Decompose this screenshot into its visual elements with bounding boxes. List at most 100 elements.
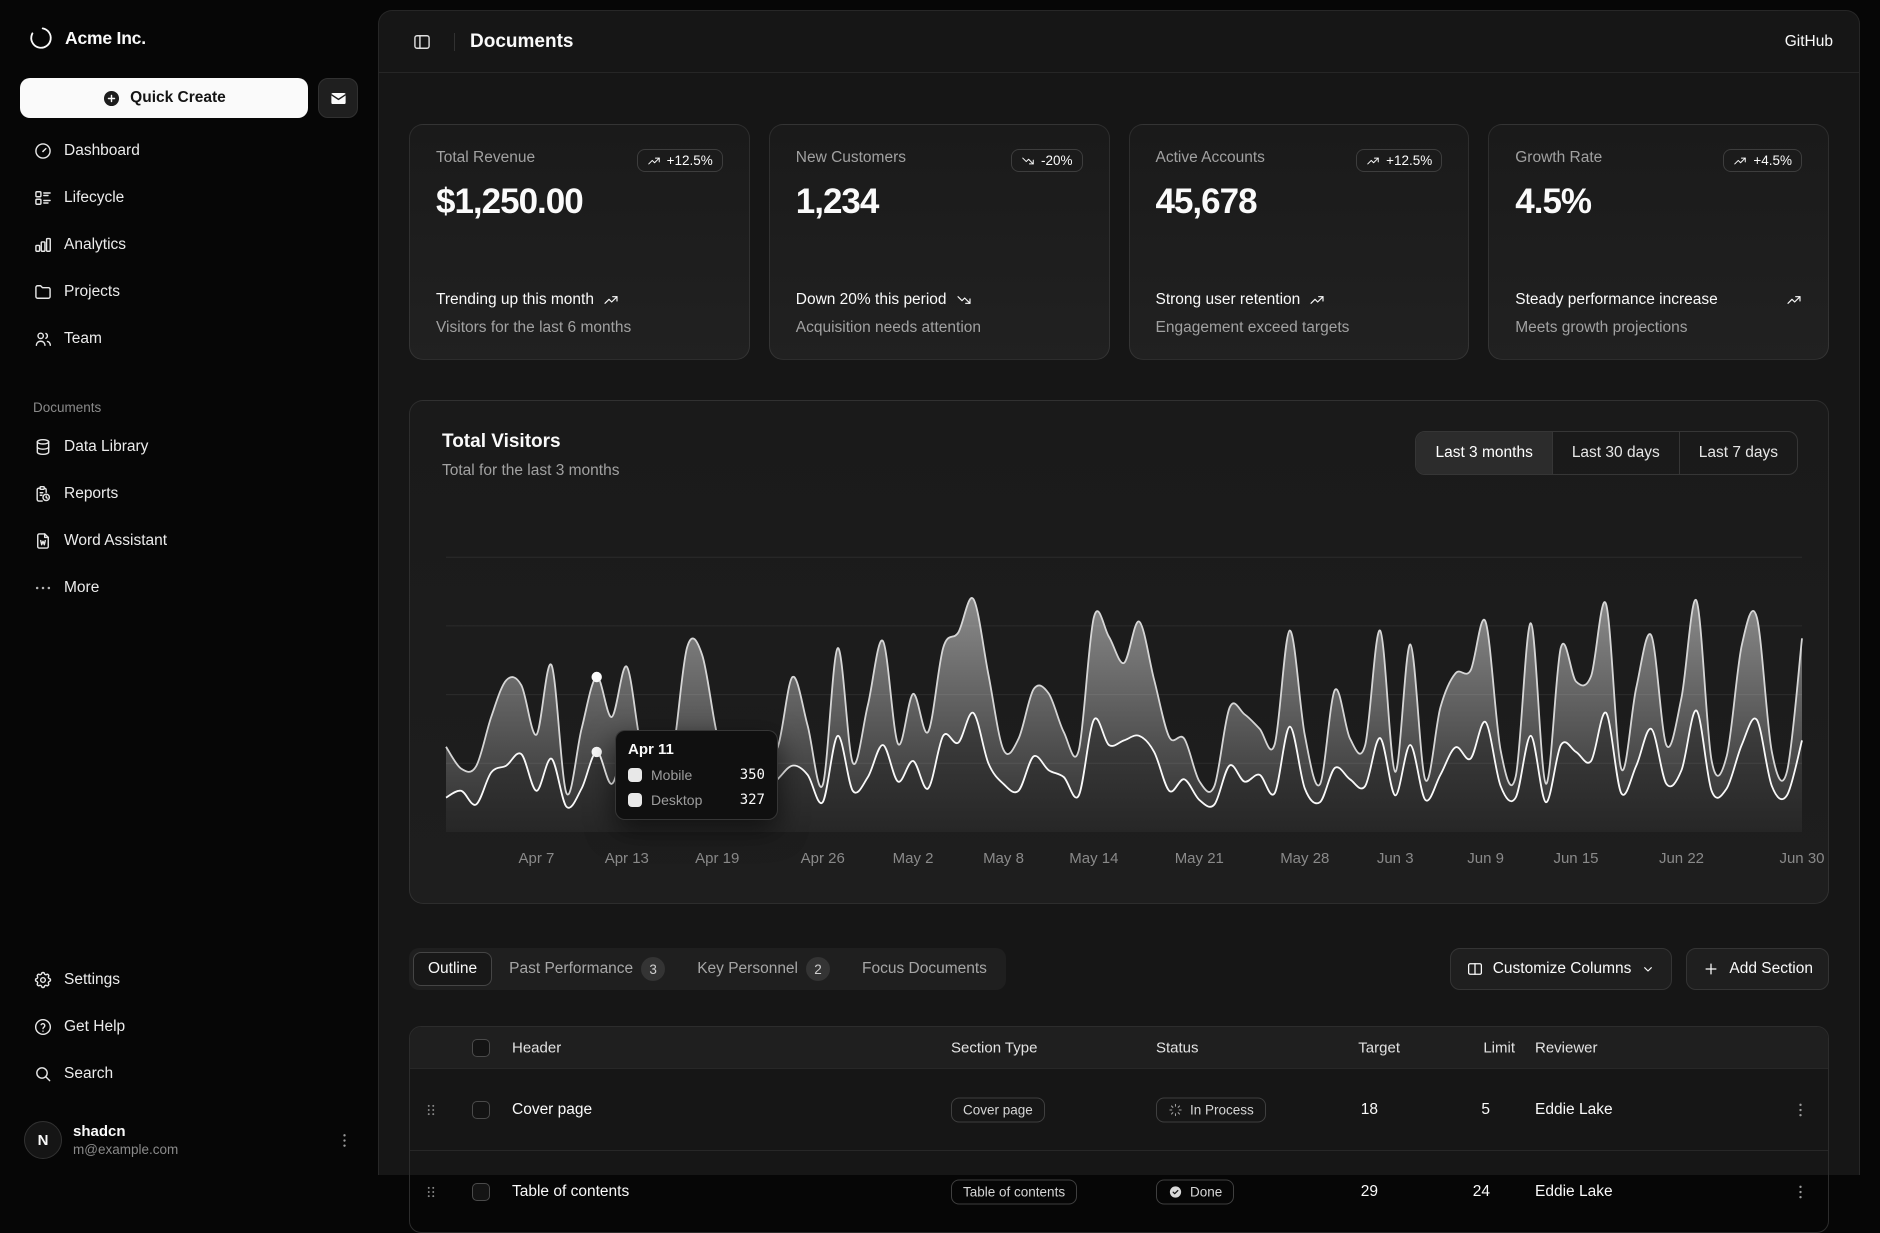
sidebar-item-label: Get Help	[64, 1018, 125, 1036]
stat-footer-title: Trending up this month	[436, 290, 594, 311]
trending-down-icon	[1021, 154, 1035, 168]
sidebar-item-get-help[interactable]: Get Help	[20, 1008, 358, 1046]
logo-icon	[28, 25, 54, 51]
stat-value: 45,678	[1156, 182, 1443, 222]
status-badge: In Process	[1156, 1097, 1266, 1122]
svg-text:May 21: May 21	[1175, 850, 1224, 867]
sidebar-item-more[interactable]: More	[20, 569, 358, 607]
tooltip-row-desktop: Desktop 327	[628, 792, 765, 808]
sidebar-item-lifecycle[interactable]: Lifecycle	[20, 179, 358, 217]
col-limit: Limit	[1430, 1039, 1515, 1056]
count-badge: 3	[641, 957, 665, 981]
row-checkbox[interactable]	[472, 1183, 490, 1201]
mobile-swatch	[628, 768, 642, 782]
sidebar-item-projects[interactable]: Projects	[20, 273, 358, 311]
reviewer-value[interactable]: Eddie Lake	[1535, 1101, 1613, 1119]
limit-value[interactable]: 24	[1410, 1183, 1490, 1201]
svg-text:Jun 3: Jun 3	[1377, 850, 1414, 867]
chevron-down-icon	[1640, 961, 1656, 977]
sidebar-item-label: Dashboard	[64, 142, 140, 160]
table-row[interactable]: Cover page Cover page In Process 18 5 Ed…	[410, 1068, 1828, 1150]
range-last-30-days[interactable]: Last 30 days	[1552, 432, 1679, 474]
stat-footer-desc: Engagement exceed targets	[1156, 319, 1443, 337]
mail-icon	[329, 89, 348, 108]
sidebar-item-data-library[interactable]: Data Library	[20, 428, 358, 466]
sidebar-item-word-assistant[interactable]: Word Assistant	[20, 522, 358, 560]
svg-text:Apr 19: Apr 19	[695, 850, 739, 867]
count-badge: 2	[806, 957, 830, 981]
sidebar-item-settings[interactable]: Settings	[20, 961, 358, 999]
section-type-badge: Cover page	[951, 1097, 1045, 1122]
stat-footer-desc: Visitors for the last 6 months	[436, 319, 723, 337]
dots-icon	[33, 578, 53, 598]
user-kebab-icon[interactable]	[335, 1131, 354, 1150]
quick-create-button[interactable]: Quick Create	[20, 78, 308, 118]
sidebar-item-label: More	[64, 579, 99, 597]
sidebar: Acme Inc. Quick Create Dashboard Lifecyc…	[0, 0, 378, 1175]
customize-columns-button[interactable]: Customize Columns	[1450, 948, 1673, 990]
page-content: Total Revenue +12.5% $1,250.00 Trending …	[379, 74, 1859, 1175]
sidebar-item-dashboard[interactable]: Dashboard	[20, 132, 358, 170]
reviewer-value[interactable]: Eddie Lake	[1535, 1183, 1613, 1201]
tab-outline[interactable]: Outline	[413, 952, 492, 986]
row-kebab-icon[interactable]	[1791, 1182, 1810, 1201]
chart-bar-icon	[33, 235, 53, 255]
col-target: Target	[1310, 1039, 1400, 1056]
sidebar-item-label: Search	[64, 1065, 113, 1083]
target-value[interactable]: 18	[1288, 1101, 1378, 1119]
sidebar-item-label: Analytics	[64, 236, 126, 254]
loader-icon	[1168, 1102, 1183, 1117]
drag-handle-icon[interactable]	[422, 1183, 440, 1201]
status-badge: Done	[1156, 1179, 1234, 1204]
row-kebab-icon[interactable]	[1791, 1100, 1810, 1119]
range-last-3-months[interactable]: Last 3 months	[1416, 432, 1551, 474]
select-all-checkbox[interactable]	[472, 1039, 490, 1057]
avatar: N	[24, 1121, 62, 1159]
stat-footer-desc: Meets growth projections	[1515, 319, 1802, 337]
tooltip-date: Apr 11	[628, 741, 765, 758]
github-link[interactable]: GitHub	[1785, 33, 1833, 51]
sidebar-item-team[interactable]: Team	[20, 320, 358, 358]
tab-focus-documents[interactable]: Focus Documents	[847, 952, 1002, 986]
main-nav: Dashboard Lifecycle Analytics Projects T…	[20, 132, 358, 358]
chart-tooltip: Apr 11 Mobile 350 Desktop 327	[615, 730, 778, 820]
user-menu[interactable]: N shadcn m@example.com	[20, 1121, 358, 1159]
sidebar-item-analytics[interactable]: Analytics	[20, 226, 358, 264]
brand[interactable]: Acme Inc.	[20, 18, 358, 58]
stat-label: Total Revenue	[436, 149, 535, 167]
table-row[interactable]: Table of contents Table of contents Done…	[410, 1150, 1828, 1232]
stats-grid: Total Revenue +12.5% $1,250.00 Trending …	[409, 124, 1829, 360]
target-value[interactable]: 29	[1288, 1183, 1378, 1201]
header-divider	[454, 33, 455, 51]
row-checkbox[interactable]	[472, 1101, 490, 1119]
trending-up-icon	[647, 154, 661, 168]
sidebar-toggle-button[interactable]	[405, 25, 439, 59]
circle-check-icon	[1168, 1184, 1183, 1199]
quick-create-label: Quick Create	[130, 89, 226, 107]
range-last-7-days[interactable]: Last 7 days	[1679, 432, 1797, 474]
stat-footer-desc: Acquisition needs attention	[796, 319, 1083, 337]
documents-group-label: Documents	[20, 400, 358, 415]
drag-handle-icon[interactable]	[422, 1101, 440, 1119]
col-section-type: Section Type	[951, 1039, 1037, 1056]
search-icon	[33, 1064, 53, 1084]
row-title[interactable]: Cover page	[512, 1101, 592, 1119]
stat-card-active-accounts: Active Accounts +12.5% 45,678 Strong use…	[1129, 124, 1470, 360]
add-section-button[interactable]: Add Section	[1686, 948, 1829, 990]
user-name: shadcn	[73, 1123, 178, 1140]
gear-icon	[33, 970, 53, 990]
row-title[interactable]: Table of contents	[512, 1183, 629, 1201]
sidebar-item-search[interactable]: Search	[20, 1055, 358, 1093]
mail-button[interactable]	[318, 78, 358, 118]
sidebar-item-reports[interactable]: Reports	[20, 475, 358, 513]
stat-label: New Customers	[796, 149, 906, 167]
trending-up-icon	[1786, 292, 1802, 308]
section-type-badge: Table of contents	[951, 1179, 1077, 1204]
footer-nav: Settings Get Help Search	[20, 961, 358, 1093]
limit-value[interactable]: 5	[1410, 1101, 1490, 1119]
svg-text:Jun 9: Jun 9	[1467, 850, 1504, 867]
